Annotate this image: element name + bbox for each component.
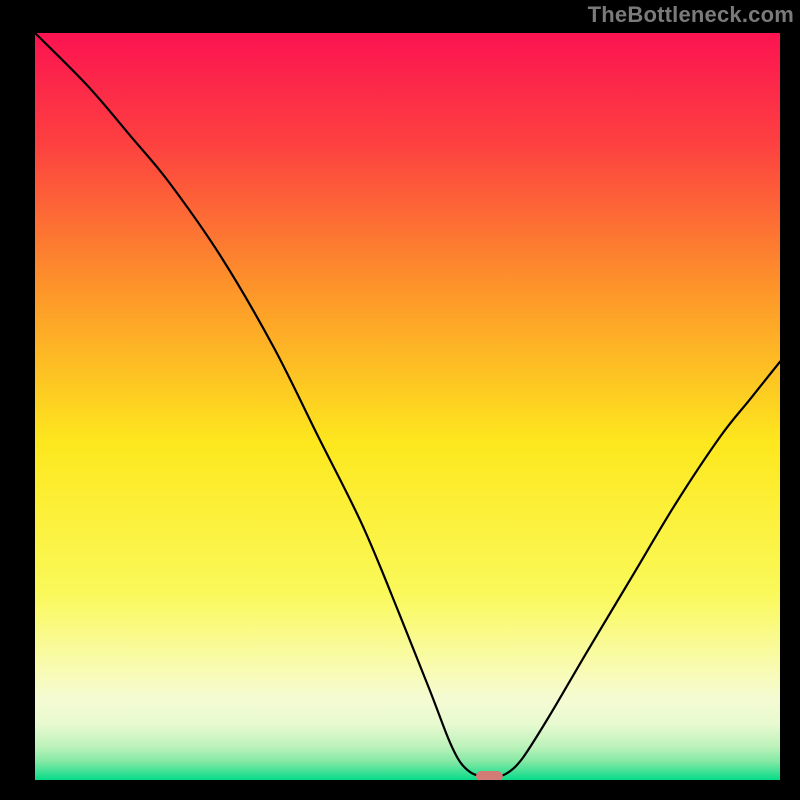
plot-area bbox=[35, 33, 780, 780]
gradient-background bbox=[35, 33, 780, 780]
chart-frame: TheBottleneck.com bbox=[0, 0, 800, 800]
marker-pill bbox=[476, 771, 503, 780]
attribution-label: TheBottleneck.com bbox=[588, 2, 794, 28]
chart-svg bbox=[35, 33, 780, 780]
